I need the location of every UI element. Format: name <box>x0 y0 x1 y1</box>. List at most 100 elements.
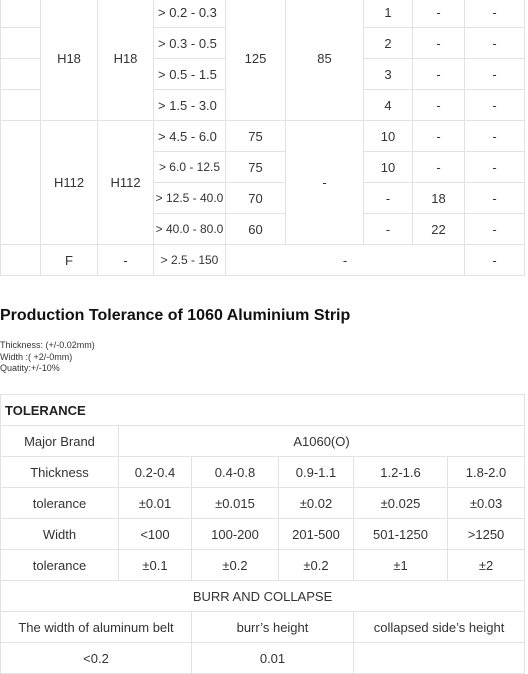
burr-col-header: burr’s height <box>191 611 354 643</box>
bend-cell: - <box>464 58 525 90</box>
temper-cell: H18 <box>97 0 154 121</box>
temper-cell: F <box>40 244 98 276</box>
tolerance-value: ±2 <box>446 549 526 581</box>
burr-header: BURR AND COLLAPSE <box>0 580 526 612</box>
bend-cell: - <box>464 27 525 59</box>
merged-cell: - <box>225 244 465 276</box>
elong-cell: - <box>412 0 465 28</box>
table-row: > 6.0 - 12.5 75 10 - - <box>1 151 525 183</box>
row-label: tolerance <box>0 549 119 581</box>
elong-cell: - <box>363 182 413 214</box>
row-label: Width <box>0 518 119 550</box>
thickness-value: 0.9-1.1 <box>278 456 354 488</box>
row-label: Major Brand <box>0 425 119 457</box>
row-label: tolerance <box>0 487 119 519</box>
thickness-cell: > 4.5 - 6.0 <box>153 120 226 152</box>
thickness-cell: > 2.5 - 150 <box>153 244 226 276</box>
tensile-cell: 60 <box>225 213 286 245</box>
tolerance-value: ±0.03 <box>446 487 526 519</box>
temper-cell: H112 <box>40 120 98 245</box>
section-title: Production Tolerance of 1060 Aluminium S… <box>0 307 351 324</box>
bend-cell: - <box>464 0 525 28</box>
burr-value: 0.01 <box>191 642 354 674</box>
table-row: Width <100 100-200 201-500 501-1250 >125… <box>0 518 526 550</box>
bend-cell: - <box>464 151 525 183</box>
yield-cell: - <box>285 120 364 245</box>
table-row: H18 H18 > 0.2 - 0.3 125 85 1 - - <box>0 0 525 121</box>
elong-cell: - <box>412 27 465 59</box>
temper-cell: H112 <box>97 120 154 245</box>
table-row: <0.2 0.01 <box>0 642 526 674</box>
table-row: F - > 2.5 - 150 - - <box>0 244 525 276</box>
elong-cell: 4 <box>363 89 413 121</box>
elong-cell: 18 <box>412 182 465 214</box>
elong-cell: - <box>412 120 465 152</box>
thickness-cell: > 40.0 - 80.0 <box>153 213 226 245</box>
tolerance-value: ±0.025 <box>353 487 448 519</box>
tolerance-value: ±0.2 <box>278 549 354 581</box>
elong-cell: 3 <box>363 58 413 90</box>
elong-cell: 2 <box>363 27 413 59</box>
tolerance-value: ±0.01 <box>118 487 192 519</box>
tolerance-value: ±0.2 <box>191 549 279 581</box>
tensile-cell: 75 <box>225 151 286 183</box>
table-row: H112 H112 > 4.5 - 6.0 75 - 10 - - <box>0 120 525 245</box>
thickness-cell: > 1.5 - 3.0 <box>153 89 226 121</box>
burr-value: <0.2 <box>0 642 192 674</box>
tolerance-value: ±0.015 <box>191 487 279 519</box>
table-row: BURR AND COLLAPSE <box>0 580 526 612</box>
thickness-value: 0.2-0.4 <box>118 456 192 488</box>
yield-cell: 85 <box>285 0 364 121</box>
tolerance-value: ±0.02 <box>278 487 354 519</box>
thickness-cell: > 0.3 - 0.5 <box>153 27 226 59</box>
row-label: Thickness <box>0 456 119 488</box>
table-row: > 12.5 - 40.0 70 - 18 - <box>1 182 525 214</box>
tensile-cell: 125 <box>225 0 286 121</box>
brand-value: A1060(O) <box>117 425 526 457</box>
bend-cell: - <box>464 244 525 276</box>
tensile-cell: 75 <box>225 120 286 152</box>
note-width: Width :( +2/-0mm) <box>0 351 73 362</box>
bend-cell: - <box>464 213 525 245</box>
burr-col-header: The width of aluminum belt <box>0 611 192 643</box>
elong-cell: - <box>412 151 465 183</box>
tolerance-notes: Thickness: (+/-0.02mm) Width :( +2/-0mm)… <box>0 340 95 375</box>
elong-cell: 1 <box>363 0 413 28</box>
thickness-cell: > 12.5 - 40.0 <box>153 182 226 214</box>
table-row: tolerance ±0.01 ±0.015 ±0.02 ±0.025 ±0.0… <box>0 487 526 519</box>
thickness-cell: > 6.0 - 12.5 <box>153 151 226 183</box>
width-value: >1250 <box>446 518 526 550</box>
thickness-value: 1.8-2.0 <box>446 456 526 488</box>
thickness-value: 0.4-0.8 <box>191 456 279 488</box>
elong-cell: 10 <box>363 120 413 152</box>
elong-cell: 10 <box>363 151 413 183</box>
elong-cell: - <box>412 58 465 90</box>
width-value: 100-200 <box>191 518 279 550</box>
burr-col-header: collapsed side’s height <box>352 611 526 643</box>
thickness-value: 1.2-1.6 <box>353 456 448 488</box>
spec-table: H18 H18 > 0.2 - 0.3 125 85 1 - - > 0.3 -… <box>0 0 525 276</box>
temper-cell: H18 <box>40 0 98 121</box>
elong-cell: - <box>412 89 465 121</box>
table-row: Major Brand A1060(O) <box>0 425 526 457</box>
table-row: tolerance ±0.1 ±0.2 ±0.2 ±1 ±2 <box>0 549 526 581</box>
table-row: Thickness 0.2-0.4 0.4-0.8 0.9-1.1 1.2-1.… <box>0 456 526 488</box>
bend-cell: - <box>464 89 525 121</box>
tolerance-table: TOLERANCE Major Brand A1060(O) Thickness… <box>0 394 526 674</box>
tolerance-header: TOLERANCE <box>0 394 526 426</box>
tolerance-value: ±0.1 <box>118 549 192 581</box>
table-row: The width of aluminum belt burr’s height… <box>0 611 526 643</box>
table-row: > 40.0 - 80.0 60 - 22 - <box>1 213 525 245</box>
width-value: 501-1250 <box>353 518 448 550</box>
elong-cell: 22 <box>412 213 465 245</box>
note-thickness: Thickness: (+/-0.02mm) <box>0 340 95 350</box>
thickness-cell: > 0.5 - 1.5 <box>153 58 226 90</box>
table-row: > 1.5 - 3.0 4 - - <box>0 89 525 121</box>
table-row: TOLERANCE <box>0 394 526 426</box>
elong-cell: - <box>363 213 413 245</box>
thickness-cell: > 0.2 - 0.3 <box>153 0 226 28</box>
burr-value <box>352 642 526 674</box>
tensile-cell: 70 <box>225 182 286 214</box>
bend-cell: - <box>464 120 525 152</box>
note-quantity: Quatity:+/-10% <box>0 363 60 373</box>
